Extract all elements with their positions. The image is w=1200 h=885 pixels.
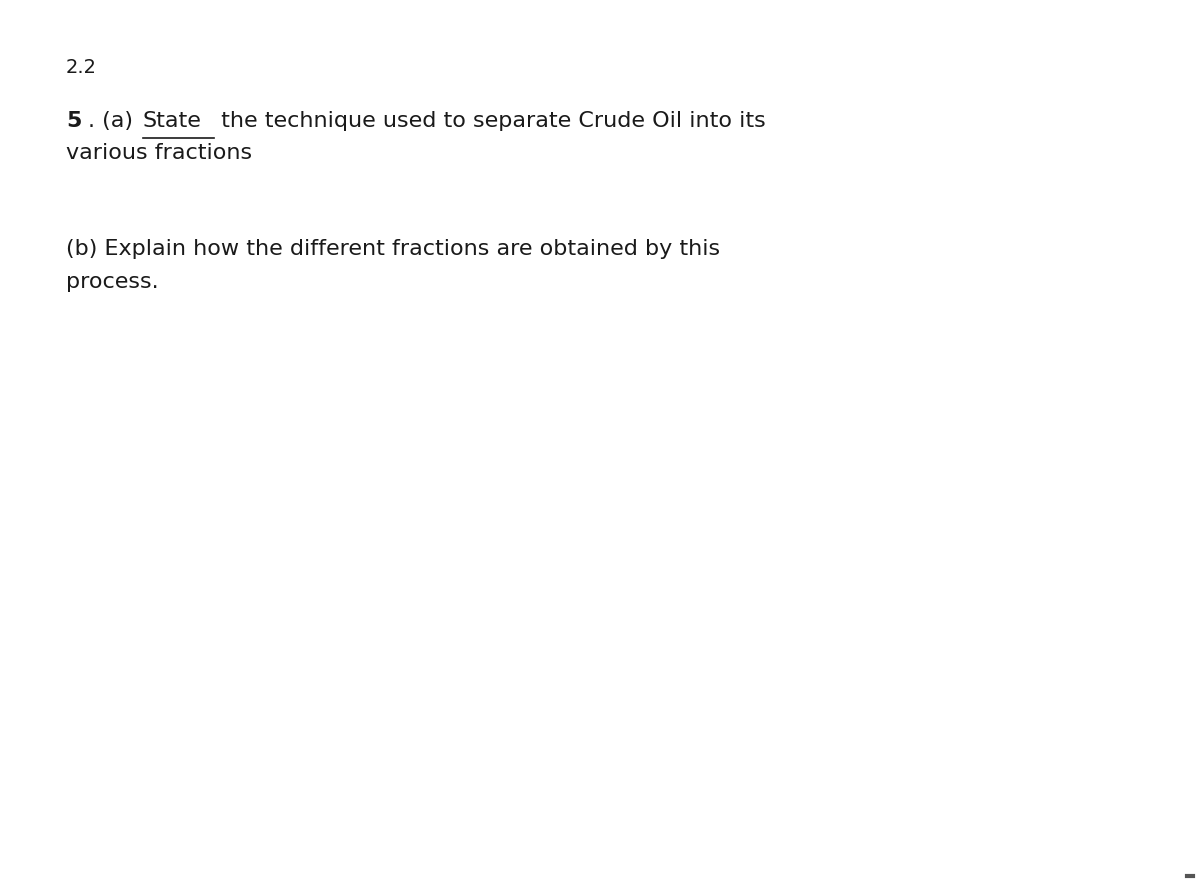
Text: State: State — [143, 111, 202, 131]
Text: . (a): . (a) — [88, 111, 139, 131]
Text: process.: process. — [66, 272, 158, 292]
Text: the technique used to separate Crude Oil into its: the technique used to separate Crude Oil… — [214, 111, 766, 131]
Text: 2.2: 2.2 — [66, 58, 97, 76]
Text: various fractions: various fractions — [66, 143, 252, 164]
Text: 5: 5 — [66, 111, 82, 131]
Text: (b) Explain how the different fractions are obtained by this: (b) Explain how the different fractions … — [66, 239, 720, 259]
